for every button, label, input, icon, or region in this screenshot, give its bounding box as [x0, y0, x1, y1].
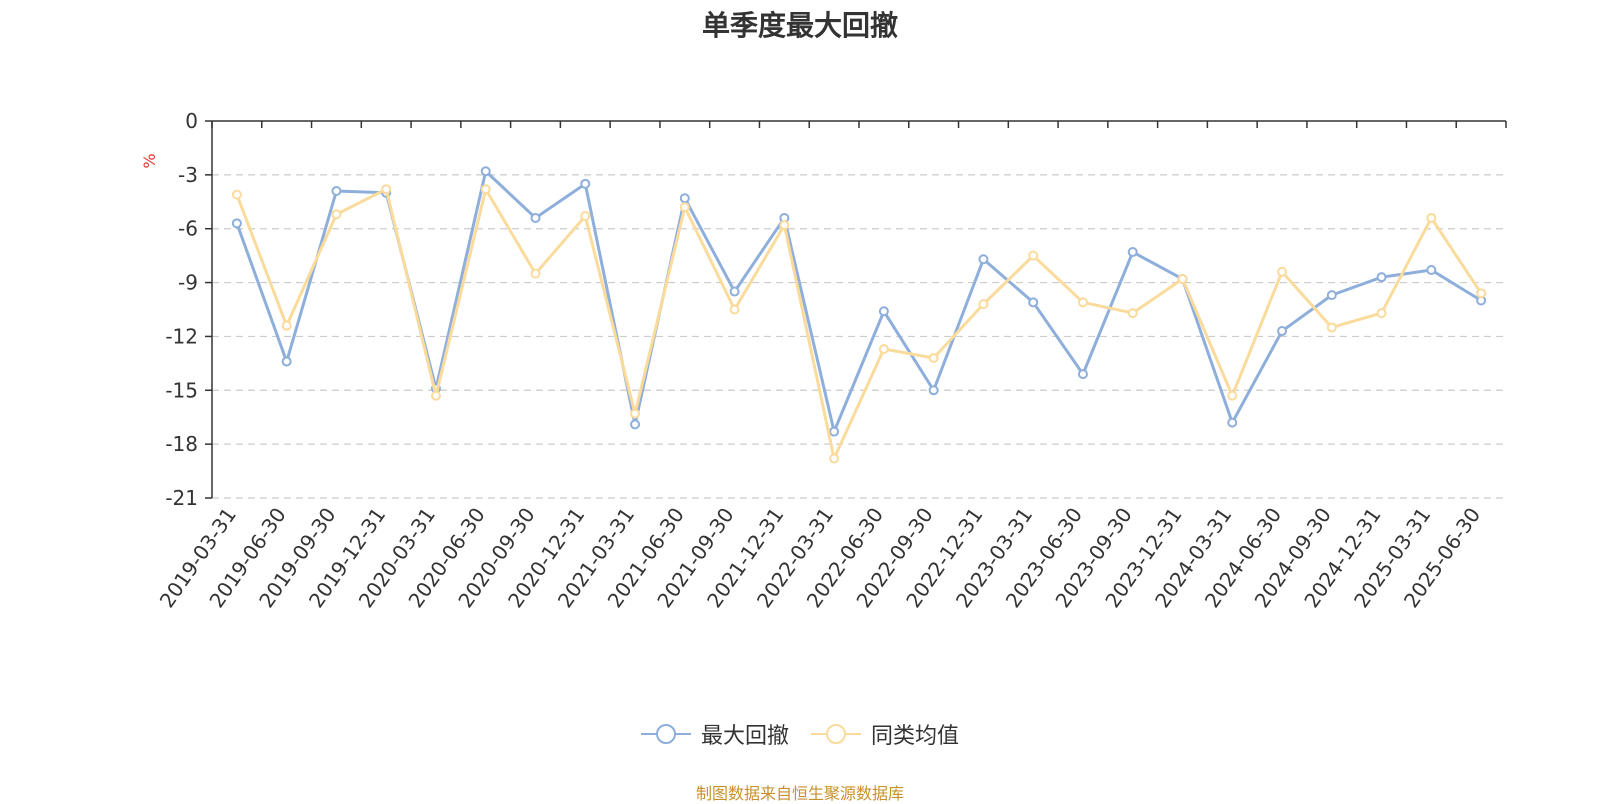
y-tick-label: -6 — [178, 217, 198, 241]
data-point — [1077, 297, 1088, 308]
data-point — [878, 343, 889, 354]
data-point — [928, 385, 939, 396]
data-point — [1476, 288, 1487, 299]
data-point — [1127, 308, 1138, 319]
data-point — [928, 352, 939, 363]
data-point — [381, 184, 392, 195]
data-point — [779, 220, 790, 231]
series-line-1 — [235, 187, 1483, 461]
legend-item-drawdown[interactable]: 最大回撤 — [640, 718, 789, 750]
legend-marker-peer-average — [811, 724, 861, 744]
data-point — [1376, 272, 1387, 283]
data-point — [580, 178, 591, 189]
legend-item-peer-average[interactable]: 同类均值 — [811, 718, 959, 750]
chart-title: 单季度最大回撤 — [701, 9, 898, 42]
data-point — [1326, 290, 1337, 301]
data-point — [1277, 326, 1288, 337]
series-line-0 — [235, 169, 1482, 434]
y-tick-label: -18 — [165, 432, 198, 456]
source-note: 制图数据来自恒生聚源数据库 — [695, 784, 904, 803]
y-tick-label: -21 — [165, 486, 198, 510]
y-tick-label: -9 — [178, 271, 198, 295]
y-tick-label: -3 — [178, 163, 198, 187]
legend-marker-drawdown — [640, 724, 691, 744]
data-point — [430, 390, 441, 401]
data-point — [331, 209, 342, 220]
data-point — [530, 212, 541, 223]
data-point — [729, 286, 740, 297]
data-point — [1177, 273, 1188, 284]
data-point — [1277, 266, 1288, 277]
data-point — [231, 189, 242, 200]
data-point — [1028, 297, 1039, 308]
data-point — [729, 304, 740, 315]
y-tick-label: 0 — [185, 109, 198, 133]
data-point — [1077, 369, 1088, 380]
data-point — [829, 426, 840, 437]
y-tick-label: -15 — [165, 378, 198, 402]
data-point — [1127, 247, 1138, 258]
data-point — [580, 211, 591, 222]
data-point — [630, 419, 641, 430]
legend-label-peer-average: 同类均值 — [871, 724, 960, 749]
data-point — [1326, 322, 1337, 333]
data-point — [1227, 417, 1238, 428]
data-point — [1227, 390, 1238, 401]
data-point — [978, 299, 989, 310]
data-point — [480, 166, 491, 177]
line-chart: 0-3-6-9-12-15-18-21%2019-03-312019-06-30… — [140, 109, 1507, 612]
data-point — [281, 320, 292, 331]
data-point — [231, 218, 242, 229]
legend: 最大回撤 同类均值 — [0, 718, 1600, 750]
data-point — [281, 356, 292, 367]
data-point — [1426, 265, 1437, 276]
data-point — [1376, 308, 1387, 319]
data-point — [679, 202, 690, 213]
data-point — [829, 453, 840, 464]
data-point — [1426, 212, 1437, 223]
y-tick-label: -12 — [165, 324, 198, 348]
data-point — [878, 306, 889, 317]
data-point — [1028, 250, 1039, 261]
data-point — [978, 254, 989, 265]
data-point — [331, 186, 342, 197]
data-point — [679, 193, 690, 204]
data-point — [530, 268, 541, 279]
legend-label-drawdown: 最大回撤 — [700, 724, 789, 749]
y-axis-unit: % — [140, 153, 159, 168]
data-point — [480, 184, 491, 195]
data-point — [630, 408, 641, 419]
